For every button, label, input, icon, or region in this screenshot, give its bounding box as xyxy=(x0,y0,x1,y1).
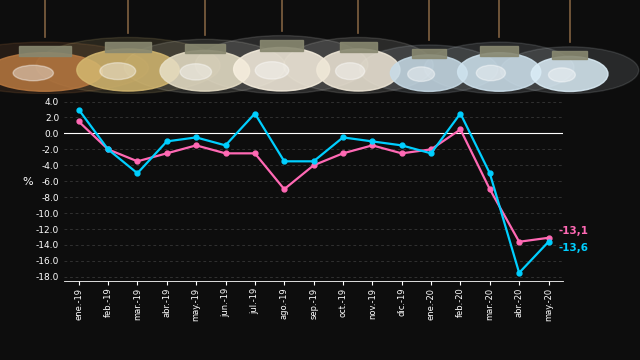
Line: % Demanda corregida: % Demanda corregida xyxy=(76,119,551,244)
% Demanda corregida xyxy=(280,187,288,192)
FancyBboxPatch shape xyxy=(412,49,446,58)
% Demanda bruta xyxy=(398,143,406,148)
FancyBboxPatch shape xyxy=(260,40,303,51)
FancyBboxPatch shape xyxy=(340,42,377,52)
% Demanda corregida xyxy=(251,151,259,156)
Ellipse shape xyxy=(531,57,608,91)
% Demanda corregida xyxy=(104,147,112,152)
Ellipse shape xyxy=(77,49,179,91)
Text: -13,6: -13,6 xyxy=(559,243,589,253)
% Demanda bruta xyxy=(75,107,83,112)
% Demanda corregida xyxy=(310,163,317,167)
% Demanda bruta xyxy=(515,271,523,275)
% Demanda bruta xyxy=(163,139,171,144)
% Demanda bruta xyxy=(428,151,435,156)
Ellipse shape xyxy=(284,37,433,94)
% Demanda bruta xyxy=(545,240,552,244)
% Demanda corregida xyxy=(545,236,552,240)
Ellipse shape xyxy=(13,65,54,81)
Legend: % Demanda corregida, % Demanda bruta: % Demanda corregida, % Demanda bruta xyxy=(115,357,413,360)
Ellipse shape xyxy=(458,53,541,91)
Ellipse shape xyxy=(500,47,639,94)
% Demanda corregida xyxy=(428,147,435,152)
% Demanda bruta xyxy=(192,135,200,140)
% Demanda bruta xyxy=(104,147,112,152)
% Demanda bruta xyxy=(369,139,376,144)
% Demanda corregida xyxy=(163,151,171,156)
FancyBboxPatch shape xyxy=(481,46,518,55)
% Demanda bruta xyxy=(251,111,259,116)
Ellipse shape xyxy=(36,37,220,94)
Ellipse shape xyxy=(124,39,285,94)
% Demanda bruta xyxy=(486,171,493,175)
% Demanda corregida xyxy=(134,159,141,163)
% Demanda bruta xyxy=(134,171,141,175)
% Demanda corregida xyxy=(75,119,83,123)
FancyBboxPatch shape xyxy=(19,46,71,55)
FancyBboxPatch shape xyxy=(105,42,151,52)
% Demanda corregida xyxy=(456,127,464,132)
% Demanda corregida xyxy=(339,151,347,156)
Ellipse shape xyxy=(0,42,148,94)
% Demanda corregida xyxy=(192,143,200,148)
Ellipse shape xyxy=(317,49,400,91)
Ellipse shape xyxy=(548,68,575,82)
% Demanda corregida xyxy=(515,240,523,244)
Ellipse shape xyxy=(0,53,102,91)
% Demanda corregida xyxy=(486,187,493,192)
Ellipse shape xyxy=(160,50,250,91)
% Demanda corregida xyxy=(398,151,406,156)
FancyBboxPatch shape xyxy=(552,50,587,59)
Ellipse shape xyxy=(255,62,289,79)
Ellipse shape xyxy=(234,48,330,91)
% Demanda bruta xyxy=(221,143,229,148)
Text: -13,1: -13,1 xyxy=(559,226,589,237)
% Demanda bruta xyxy=(456,111,464,116)
Ellipse shape xyxy=(360,45,498,94)
Ellipse shape xyxy=(390,55,467,91)
Ellipse shape xyxy=(180,64,211,80)
Y-axis label: %: % xyxy=(22,177,33,187)
% Demanda corregida xyxy=(369,143,376,148)
Ellipse shape xyxy=(476,65,506,81)
Line: % Demanda bruta: % Demanda bruta xyxy=(76,107,551,275)
Ellipse shape xyxy=(195,36,368,94)
% Demanda bruta xyxy=(280,159,288,163)
Ellipse shape xyxy=(408,67,435,81)
% Demanda bruta xyxy=(339,135,347,140)
Ellipse shape xyxy=(424,42,574,94)
FancyBboxPatch shape xyxy=(184,44,225,53)
Ellipse shape xyxy=(100,63,136,80)
Ellipse shape xyxy=(335,63,365,80)
% Demanda bruta xyxy=(310,159,317,163)
% Demanda corregida xyxy=(221,151,229,156)
